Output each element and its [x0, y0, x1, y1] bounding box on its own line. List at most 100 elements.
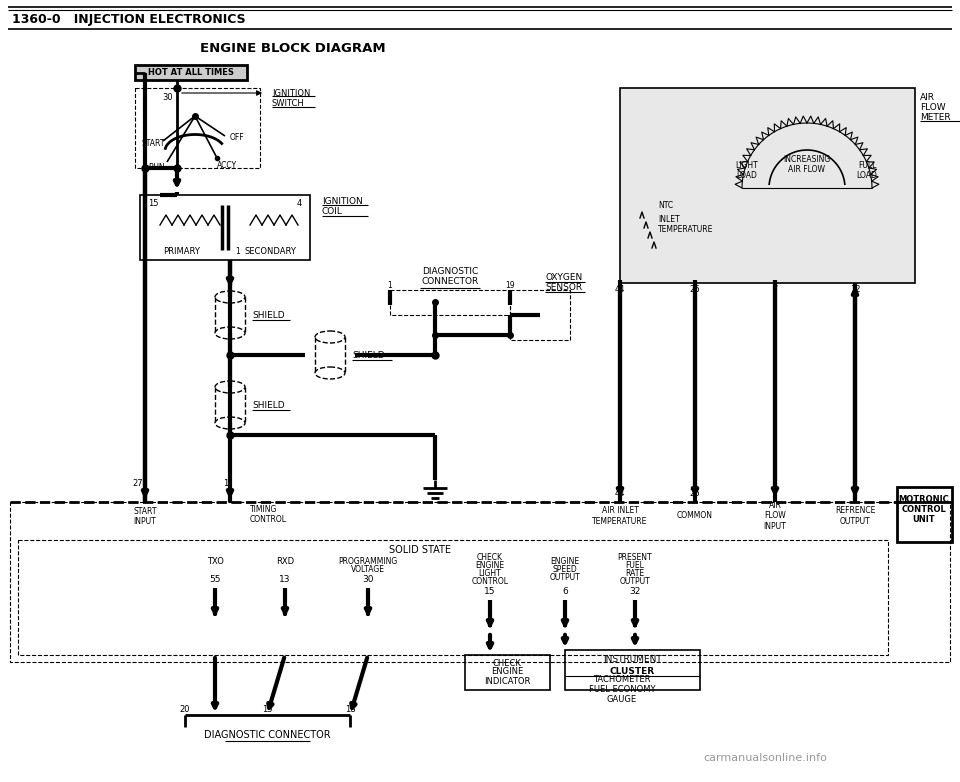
Bar [390, 290, 510, 315]
Text: AIR INLET
TEMPERATURE: AIR INLET TEMPERATURE [592, 506, 648, 526]
Text: RATE: RATE [625, 569, 644, 579]
Text: SENSOR: SENSOR [545, 284, 582, 292]
Text: COIL: COIL [322, 207, 343, 217]
Text: IGNITION: IGNITION [272, 88, 310, 98]
Text: OUTPUT: OUTPUT [550, 573, 581, 583]
Text: OFF: OFF [229, 134, 244, 142]
Text: 44: 44 [614, 285, 625, 293]
Text: 12: 12 [850, 285, 860, 293]
Text: 15: 15 [484, 587, 495, 597]
Text: 1360-0   INJECTION ELECTRONICS: 1360-0 INJECTION ELECTRONICS [12, 13, 246, 27]
Text: 4: 4 [297, 199, 302, 207]
Text: FUEL ECONOMY: FUEL ECONOMY [588, 686, 656, 694]
Text: CLUSTER: CLUSTER [610, 668, 655, 676]
Bar [510, 290, 570, 340]
Text: DIAGNOSTIC CONNECTOR: DIAGNOSTIC CONNECTOR [204, 730, 330, 740]
Text: 32: 32 [630, 587, 640, 597]
Text: 27: 27 [132, 479, 143, 489]
Text: GAUGE: GAUGE [607, 695, 637, 705]
Text: PROGRAMMING: PROGRAMMING [338, 558, 397, 566]
Text: 7: 7 [772, 285, 778, 293]
Text: DIAGNOSTIC: DIAGNOSTIC [421, 267, 478, 277]
Text: HOT AT ALL TIMES: HOT AT ALL TIMES [148, 68, 234, 77]
Text: INLET: INLET [658, 216, 680, 224]
Text: UNIT: UNIT [913, 515, 935, 523]
Text: INCREASING: INCREASING [783, 156, 830, 164]
Bar [10, 502, 950, 662]
Text: 15: 15 [262, 705, 273, 713]
Text: TIMING: TIMING [250, 505, 277, 515]
Text: INPUT: INPUT [133, 516, 156, 526]
Text: LIGHT: LIGHT [479, 569, 501, 579]
Text: FLOW: FLOW [920, 103, 946, 113]
Text: ENGINE: ENGINE [491, 668, 523, 676]
Text: RUN: RUN [149, 163, 165, 173]
Text: PRESENT: PRESENT [617, 554, 652, 562]
Text: INSTRUMENT: INSTRUMENT [603, 655, 661, 665]
Text: CONTROL: CONTROL [471, 577, 509, 586]
Text: SHIELD: SHIELD [252, 310, 284, 320]
Text: COMMON: COMMON [677, 511, 713, 521]
Text: carmanualsonline.info: carmanualsonline.info [703, 753, 827, 763]
Bar [565, 650, 700, 690]
Text: AIR
FLOW
INPUT: AIR FLOW INPUT [763, 501, 786, 531]
Text: TEMPERATURE: TEMPERATURE [658, 225, 713, 235]
Text: SOLID STATE: SOLID STATE [389, 545, 451, 555]
Text: 18: 18 [345, 705, 355, 713]
Text: SHIELD: SHIELD [252, 400, 284, 410]
Text: 26: 26 [689, 490, 700, 498]
Text: FUEL: FUEL [626, 561, 644, 571]
Text: OXYGEN: OXYGEN [545, 274, 583, 282]
Text: 15: 15 [148, 199, 158, 207]
Text: 13: 13 [279, 576, 291, 584]
Text: 26: 26 [689, 285, 700, 293]
Text: 19: 19 [505, 282, 515, 290]
Text: IGNITION: IGNITION [322, 196, 363, 206]
Text: ENGINE: ENGINE [475, 561, 505, 571]
Text: PRIMARY: PRIMARY [163, 247, 201, 256]
Text: 6: 6 [563, 587, 568, 597]
Bar [140, 195, 310, 260]
Text: START: START [133, 508, 156, 516]
Text: TACHOMETER: TACHOMETER [593, 676, 651, 684]
Bar [135, 65, 247, 80]
Text: CHECK: CHECK [477, 554, 503, 562]
Text: LOAD: LOAD [856, 171, 877, 181]
Text: 55: 55 [209, 576, 221, 584]
Text: LOAD: LOAD [736, 171, 757, 181]
Text: AIR: AIR [920, 94, 935, 102]
Text: CONTROL: CONTROL [901, 504, 947, 514]
Text: ACCY: ACCY [217, 162, 237, 170]
Text: NTC: NTC [658, 202, 673, 210]
Text: SHIELD: SHIELD [352, 350, 385, 360]
Text: 1: 1 [235, 247, 240, 256]
Text: 20: 20 [180, 705, 190, 713]
Text: 1: 1 [388, 282, 393, 290]
Text: SWITCH: SWITCH [272, 99, 304, 107]
Text: VOLTAGE: VOLTAGE [351, 565, 385, 575]
Text: METER: METER [920, 113, 950, 123]
Bar [465, 655, 550, 690]
Text: FULL: FULL [858, 162, 876, 170]
Bar [135, 88, 260, 168]
Text: CHECK: CHECK [492, 658, 521, 668]
Text: SPEED: SPEED [553, 565, 577, 575]
Text: 30: 30 [162, 92, 173, 102]
Text: CONNECTOR: CONNECTOR [421, 278, 479, 286]
Text: SECONDARY: SECONDARY [244, 247, 296, 256]
Text: 1: 1 [223, 479, 228, 489]
Text: START: START [141, 139, 165, 149]
Text: ENGINE: ENGINE [550, 558, 580, 566]
Text: ENGINE BLOCK DIAGRAM: ENGINE BLOCK DIAGRAM [200, 41, 386, 55]
Text: INDICATOR: INDICATOR [484, 676, 530, 686]
Text: 44: 44 [614, 490, 625, 498]
Bar [897, 487, 952, 542]
Text: REFRENCE
OUTPUT: REFRENCE OUTPUT [835, 506, 876, 526]
Text: AIR FLOW: AIR FLOW [788, 166, 826, 174]
Bar [18, 540, 888, 655]
Text: RXD: RXD [276, 558, 294, 566]
Text: OUTPUT: OUTPUT [619, 577, 650, 586]
Text: CONTROL: CONTROL [250, 515, 287, 523]
Bar [620, 88, 915, 283]
Text: TXO: TXO [206, 558, 224, 566]
